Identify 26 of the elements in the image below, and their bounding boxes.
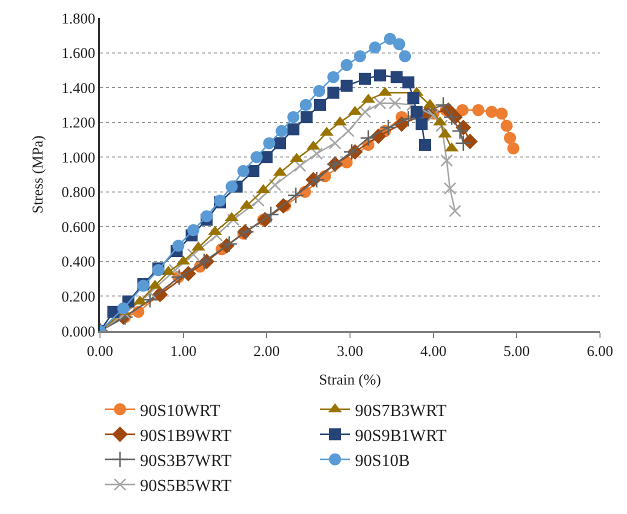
y-tick-label: 0.400 — [62, 254, 96, 271]
legend-label: 90S3B7WRT — [140, 451, 232, 470]
legend-label: 90S9B1WRT — [355, 426, 448, 445]
legend-label: 90S7B3WRT — [355, 400, 448, 420]
x-tick-label: 5.00 — [504, 344, 530, 360]
y-tick-label: 1.800 — [62, 11, 96, 28]
x-tick-label: 0.00 — [86, 344, 114, 360]
y-axis-title: Stress (MPa) — [30, 136, 46, 214]
y-tick-label: 1.000 — [62, 150, 96, 166]
y-tick-label: 0.800 — [62, 185, 96, 202]
y-tick-label: 1.400 — [62, 80, 96, 97]
x-tick-label: 1.00 — [170, 344, 196, 360]
y-tick-label: 0.600 — [62, 220, 96, 236]
y-tick-label: 1.200 — [62, 116, 96, 132]
legend-label: 90S10B — [355, 451, 410, 470]
legend-label: 90S1B9WRT — [140, 426, 232, 445]
x-axis-title: Strain (%) — [318, 372, 382, 388]
x-tick-label: 6.00 — [586, 344, 614, 360]
y-tick-label: 0.000 — [62, 324, 96, 340]
y-tick-label: 1.600 — [62, 46, 96, 62]
legend-label: 90S5B5WRT — [140, 476, 232, 496]
x-tick-label: 2.00 — [254, 344, 280, 360]
x-tick-label: 4.00 — [420, 344, 446, 360]
y-tick-label: 0.200 — [62, 289, 96, 306]
x-tick-label: 3.00 — [336, 344, 364, 360]
legend-label: 90S10WRT — [140, 400, 221, 420]
